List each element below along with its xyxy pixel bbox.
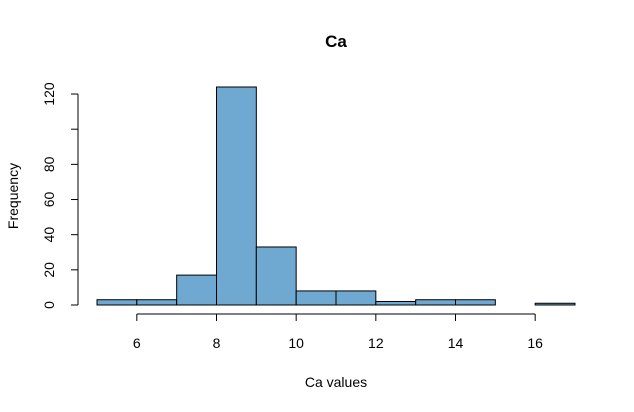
y-axis: 0 20 40 60 80 120 bbox=[41, 82, 79, 309]
x-tick-label: 8 bbox=[213, 335, 221, 351]
y-tick-label: 40 bbox=[41, 227, 57, 243]
histogram-bar bbox=[455, 299, 496, 306]
x-tick-label: 10 bbox=[288, 335, 304, 351]
bars-group bbox=[96, 86, 576, 306]
chart-title: Ca bbox=[325, 32, 347, 51]
y-tick-label: 120 bbox=[41, 82, 57, 106]
x-tick-label: 12 bbox=[368, 335, 384, 351]
histogram-bar bbox=[136, 299, 178, 306]
x-axis-label: Ca values bbox=[305, 374, 367, 390]
histogram-bar bbox=[415, 299, 456, 306]
histogram-bar bbox=[375, 300, 417, 306]
x-tick-label: 14 bbox=[448, 335, 464, 351]
histogram-bar bbox=[295, 290, 337, 306]
y-tick-label: 60 bbox=[41, 192, 57, 208]
x-tick-label: 16 bbox=[527, 335, 543, 351]
histogram-bar bbox=[216, 86, 257, 306]
histogram-bar bbox=[335, 290, 377, 306]
y-tick-label: 20 bbox=[41, 262, 57, 278]
x-tick-label: 6 bbox=[133, 335, 141, 351]
histogram-bar bbox=[255, 246, 297, 306]
x-axis: 6 8 10 12 14 16 bbox=[133, 313, 543, 351]
histogram-bar bbox=[534, 302, 576, 306]
y-tick-label: 0 bbox=[41, 301, 57, 309]
y-tick-label: 80 bbox=[41, 156, 57, 172]
histogram-bar bbox=[176, 274, 218, 306]
histogram-bar bbox=[96, 299, 138, 306]
y-axis-label: Frequency bbox=[5, 163, 21, 229]
